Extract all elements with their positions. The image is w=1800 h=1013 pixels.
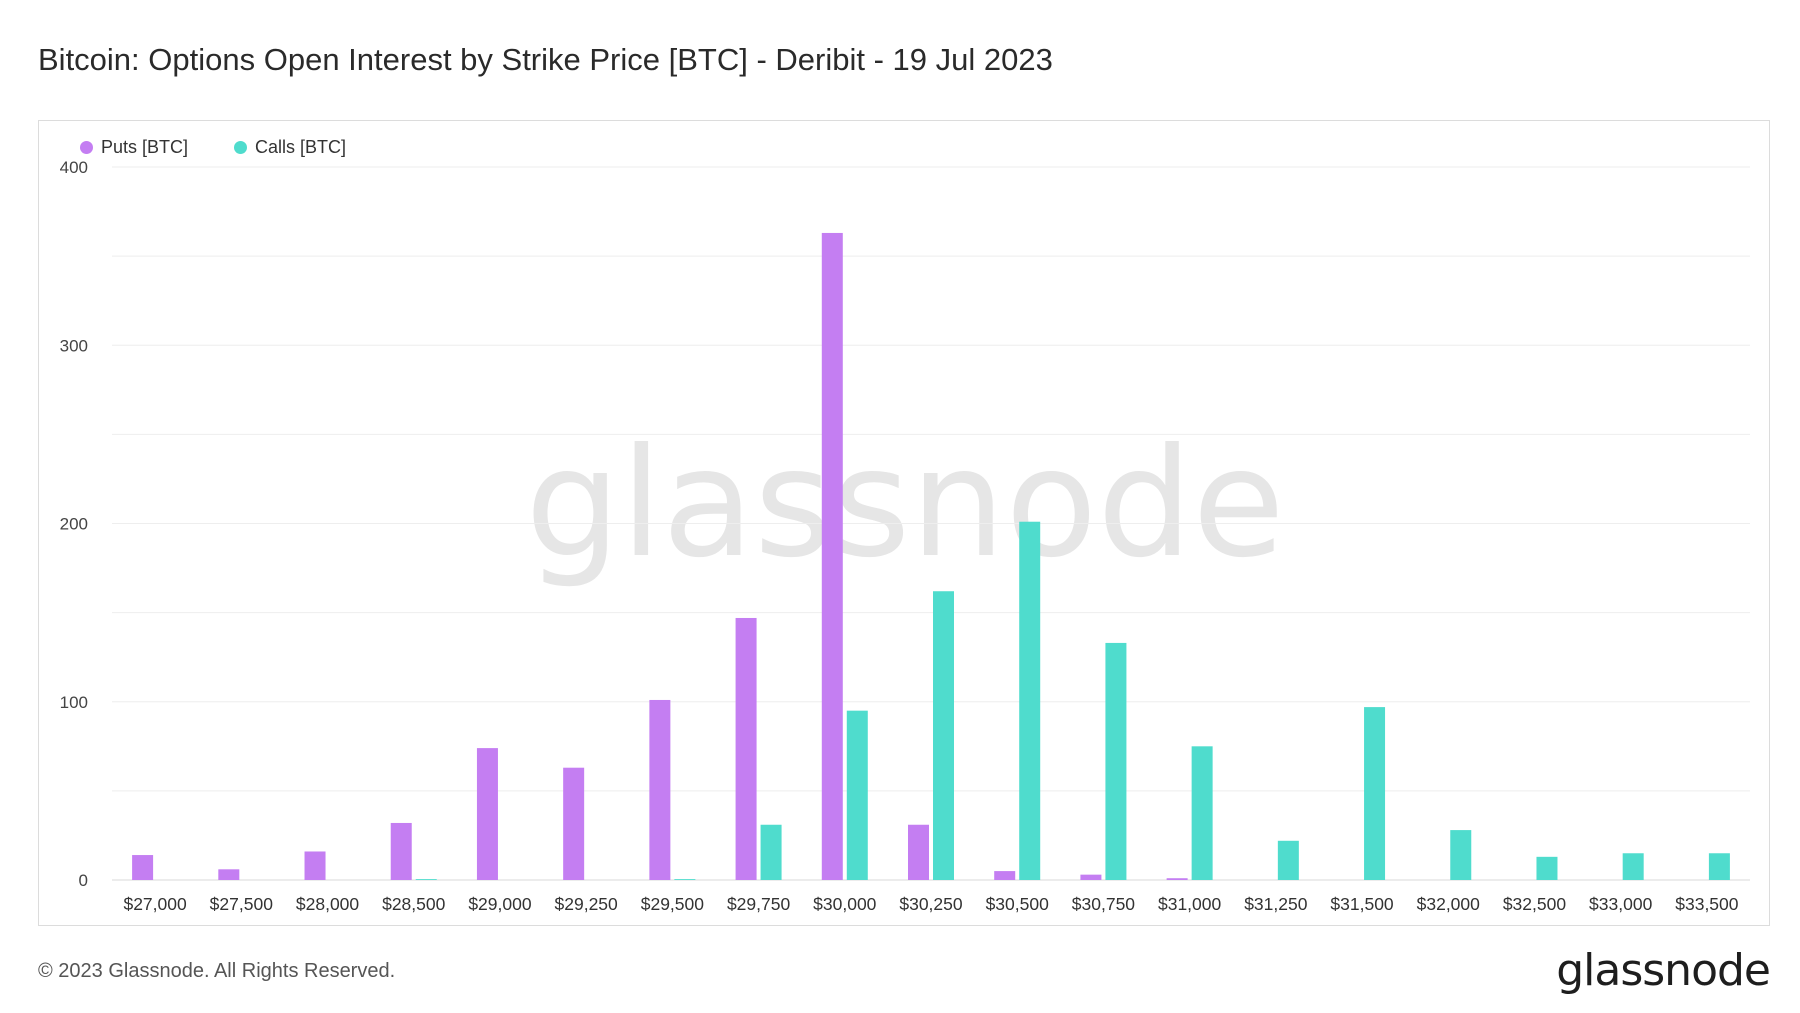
legend-item-calls[interactable]: Calls [BTC] bbox=[234, 137, 346, 158]
x-tick-label: $31,250 bbox=[1244, 894, 1308, 914]
bar-calls bbox=[1536, 856, 1558, 880]
x-tick-label: $27,000 bbox=[123, 894, 187, 914]
y-tick-label: 100 bbox=[60, 693, 88, 712]
bar-calls bbox=[1450, 830, 1472, 880]
x-tick-label: $28,000 bbox=[296, 894, 360, 914]
copyright-text: © 2023 Glassnode. All Rights Reserved. bbox=[38, 960, 396, 982]
bar-puts bbox=[908, 824, 929, 880]
legend-dot-calls bbox=[234, 141, 248, 154]
bar-calls bbox=[933, 591, 954, 880]
bar-puts bbox=[563, 767, 585, 880]
bar-puts bbox=[994, 871, 1016, 880]
glassnode-logo[interactable]: glassnode bbox=[1556, 945, 1771, 996]
x-tick-label: $32,500 bbox=[1503, 894, 1567, 914]
bar-puts bbox=[649, 699, 671, 880]
y-tick-label: 0 bbox=[79, 871, 88, 890]
x-tick-label: $29,500 bbox=[641, 894, 705, 914]
bar-calls bbox=[1019, 521, 1041, 880]
bar-calls bbox=[846, 710, 868, 880]
x-tick-label: $33,000 bbox=[1589, 894, 1653, 914]
y-tick-label: 400 bbox=[60, 158, 88, 177]
x-tick-label: $30,250 bbox=[899, 894, 963, 914]
x-tick-label: $32,000 bbox=[1417, 894, 1481, 914]
bar-calls bbox=[1622, 853, 1644, 880]
chart-legend: Puts [BTC] Calls [BTC] bbox=[80, 137, 346, 158]
legend-label-calls: Calls [BTC] bbox=[255, 137, 347, 157]
x-tick-label: $29,000 bbox=[468, 894, 532, 914]
legend-label-puts: Puts [BTC] bbox=[101, 137, 189, 157]
legend-item-puts[interactable]: Puts [BTC] bbox=[80, 137, 188, 158]
legend-dot-puts bbox=[80, 141, 93, 154]
x-tick-label: $28,500 bbox=[382, 894, 446, 914]
watermark-logo: glassnode bbox=[525, 417, 1284, 591]
bar-puts bbox=[218, 869, 240, 880]
x-tick-label: $30,500 bbox=[986, 894, 1050, 914]
bar-calls bbox=[1191, 746, 1213, 880]
bar-calls bbox=[674, 879, 696, 880]
x-tick-label: $33,500 bbox=[1675, 894, 1739, 914]
x-tick-label: $27,500 bbox=[210, 894, 274, 914]
chart-title: Bitcoin: Options Open Interest by Strike… bbox=[38, 42, 1053, 77]
bar-puts bbox=[476, 748, 498, 880]
bar-calls bbox=[760, 824, 782, 880]
bar-calls bbox=[1105, 642, 1127, 880]
bar-puts bbox=[821, 232, 843, 880]
bar-puts bbox=[1166, 878, 1188, 880]
bar-puts bbox=[1080, 874, 1102, 880]
y-tick-label: 300 bbox=[60, 336, 88, 355]
x-tick-label: $30,750 bbox=[1072, 894, 1136, 914]
x-tick-label: $31,500 bbox=[1330, 894, 1394, 914]
x-tick-label: $29,250 bbox=[555, 894, 619, 914]
bar-calls bbox=[1277, 840, 1299, 880]
x-tick-label: $31,000 bbox=[1158, 894, 1222, 914]
bar-calls bbox=[1708, 853, 1730, 880]
bar-puts bbox=[390, 822, 412, 880]
y-tick-label: 200 bbox=[60, 515, 88, 534]
x-tick-label: $29,750 bbox=[727, 894, 791, 914]
bar-puts bbox=[735, 617, 757, 880]
bar-puts bbox=[304, 851, 326, 880]
bar-puts bbox=[132, 855, 154, 880]
bar-calls bbox=[415, 879, 437, 880]
x-tick-label: $30,000 bbox=[813, 894, 877, 914]
bar-calls bbox=[1364, 707, 1386, 880]
